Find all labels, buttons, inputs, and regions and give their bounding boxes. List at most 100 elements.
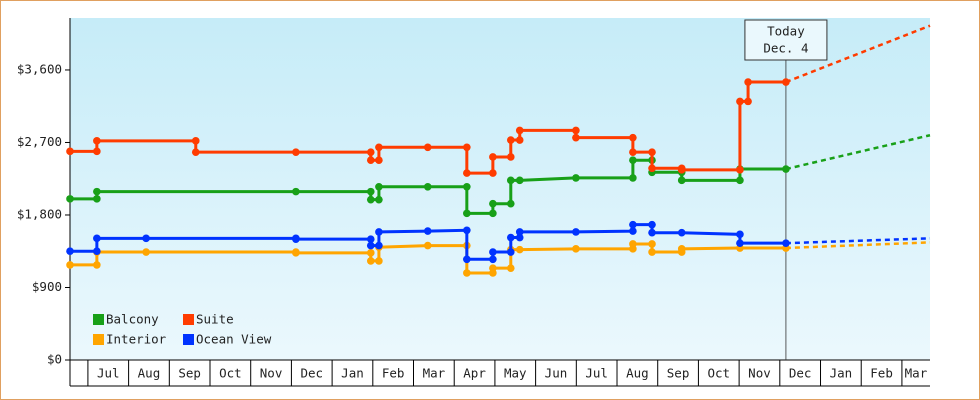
y-tick-label: $2,700 <box>17 134 62 149</box>
price-point <box>506 136 515 144</box>
price-point <box>515 245 524 254</box>
x-tick-label: Jul <box>585 366 608 381</box>
legend-label: Interior <box>106 332 167 347</box>
price-point <box>375 182 383 191</box>
forecast-line <box>785 134 931 171</box>
price-point <box>292 235 300 243</box>
price-point <box>489 264 497 272</box>
price-point <box>572 126 580 135</box>
x-tick-label: Jul <box>97 366 120 381</box>
price-point <box>648 164 656 173</box>
x-tick-label: Sep <box>667 366 690 381</box>
y-tick-label: $1,800 <box>17 206 62 221</box>
price-point <box>629 220 637 229</box>
legend-swatch <box>93 314 104 325</box>
price-point <box>515 176 524 185</box>
price-point <box>629 148 637 156</box>
price-point <box>648 220 656 229</box>
price-point <box>93 137 101 145</box>
price-point <box>629 174 637 182</box>
price-point <box>489 169 497 177</box>
y-tick-label: $0 <box>47 352 62 367</box>
price-point <box>463 169 471 177</box>
price-point <box>366 148 375 156</box>
price-point <box>93 187 101 196</box>
price-point <box>292 148 300 156</box>
y-tick-label: $3,600 <box>17 61 62 76</box>
price-point <box>506 264 515 272</box>
price-point <box>572 133 580 142</box>
today-label: Today <box>767 24 805 39</box>
x-tick-label: Dec <box>789 366 812 381</box>
price-point <box>629 227 637 235</box>
price-point <box>292 187 300 196</box>
today-date: Dec. 4 <box>763 41 808 56</box>
price-point <box>191 148 200 156</box>
price-point <box>506 248 515 256</box>
price-point <box>366 235 375 243</box>
price-point <box>648 228 656 237</box>
x-tick-label: Dec <box>300 366 323 381</box>
price-point <box>366 249 375 257</box>
price-point <box>366 195 375 204</box>
price-point <box>515 136 524 144</box>
x-tick-label: Feb <box>870 366 893 381</box>
legend-swatch <box>183 314 194 325</box>
price-point <box>489 255 497 264</box>
x-tick-label: Feb <box>382 366 405 381</box>
forecast-line <box>785 237 931 245</box>
x-tick-label: Jun <box>545 366 568 381</box>
x-tick-label: Aug <box>626 366 649 381</box>
price-point <box>782 239 790 247</box>
price-point <box>515 228 524 236</box>
x-tick-label: May <box>504 366 527 381</box>
price-point <box>572 228 580 236</box>
forecast-line <box>785 241 931 250</box>
legend-swatch <box>183 334 194 345</box>
price-point <box>66 195 74 203</box>
price-point <box>93 147 101 156</box>
today-box <box>744 19 828 61</box>
price-point <box>572 174 580 182</box>
price-point <box>366 187 375 196</box>
price-point <box>629 156 637 164</box>
price-point <box>506 153 515 161</box>
price-point <box>463 269 471 277</box>
price-point <box>93 247 101 256</box>
price-point <box>375 195 383 204</box>
price-point <box>736 230 744 239</box>
price-point <box>648 248 656 256</box>
price-point <box>93 234 101 243</box>
price-point <box>677 166 686 174</box>
x-tick-label: Oct <box>219 366 242 381</box>
legend-label: Suite <box>196 312 234 327</box>
price-point <box>463 226 471 235</box>
price-point <box>648 148 656 156</box>
price-point <box>463 143 471 152</box>
price-point <box>66 147 74 156</box>
price-point <box>629 133 637 142</box>
legend-label: Ocean View <box>196 332 272 347</box>
price-point <box>677 228 686 237</box>
price-point <box>463 209 471 218</box>
x-tick-label: Aug <box>138 366 161 381</box>
price-point <box>423 241 432 250</box>
price-point <box>423 227 432 235</box>
price-point <box>375 156 383 164</box>
price-point <box>515 126 524 135</box>
x-tick-label: Oct <box>707 366 730 381</box>
price-point <box>506 199 515 208</box>
price-point <box>629 240 637 248</box>
price-point <box>93 195 101 203</box>
price-point <box>142 248 150 256</box>
x-tick-label: Sep <box>178 366 201 381</box>
price-point <box>572 245 580 253</box>
price-point <box>375 241 383 250</box>
price-point <box>191 137 200 145</box>
price-point <box>736 97 744 106</box>
price-point <box>782 78 790 86</box>
price-point <box>744 97 752 106</box>
price-point <box>292 249 300 257</box>
price-point <box>489 153 497 161</box>
